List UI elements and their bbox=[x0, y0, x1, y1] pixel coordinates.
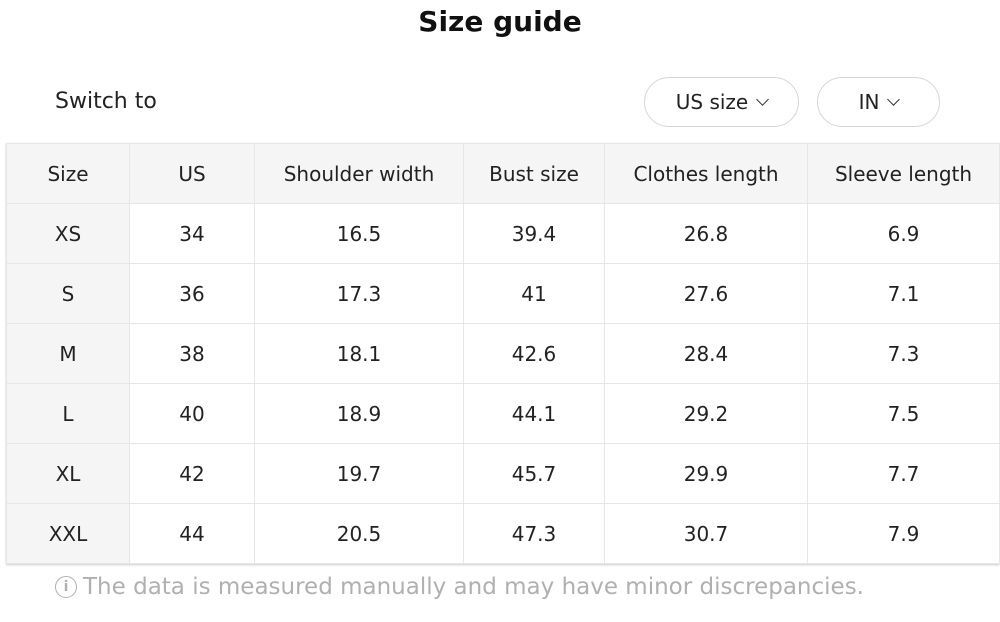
size-cell: L bbox=[6, 383, 130, 444]
unit-dropdown[interactable]: IN bbox=[817, 77, 940, 127]
info-icon: i bbox=[55, 576, 77, 598]
value-cell: 18.1 bbox=[254, 323, 464, 384]
value-cell: 7.7 bbox=[807, 443, 1000, 504]
chevron-down-icon bbox=[756, 93, 770, 106]
chevron-down-icon bbox=[887, 93, 901, 106]
value-cell: 38 bbox=[129, 323, 255, 384]
value-cell: 30.7 bbox=[604, 503, 808, 564]
page-title: Size guide bbox=[418, 5, 582, 38]
column-header: Clothes length bbox=[604, 143, 808, 204]
value-cell: 41 bbox=[463, 263, 605, 324]
table-row: XXL 44 20.5 47.3 30.7 7.9 bbox=[6, 503, 1000, 564]
table-row: XL 42 19.7 45.7 29.9 7.7 bbox=[6, 443, 1000, 504]
value-cell: 45.7 bbox=[463, 443, 605, 504]
value-cell: 44.1 bbox=[463, 383, 605, 444]
table-row: XS 34 16.5 39.4 26.8 6.9 bbox=[6, 203, 1000, 264]
disclaimer-text: The data is measured manually and may ha… bbox=[83, 574, 864, 600]
value-cell: 47.3 bbox=[463, 503, 605, 564]
value-cell: 36 bbox=[129, 263, 255, 324]
size-system-value: US size bbox=[675, 90, 749, 114]
table-header-row: Size US Shoulder width Bust size Clothes len… bbox=[6, 143, 1000, 204]
value-cell: 40 bbox=[129, 383, 255, 444]
table-row: S 36 17.3 41 27.6 7.1 bbox=[6, 263, 1000, 324]
value-cell: 7.9 bbox=[807, 503, 1000, 564]
table-row: L 40 18.9 44.1 29.2 7.5 bbox=[6, 383, 1000, 444]
value-cell: 42 bbox=[129, 443, 255, 504]
value-cell: 7.5 bbox=[807, 383, 1000, 444]
value-cell: 42.6 bbox=[463, 323, 605, 384]
disclaimer: i The data is measured manually and may … bbox=[55, 574, 864, 600]
value-cell: 29.2 bbox=[604, 383, 808, 444]
value-cell: 16.5 bbox=[254, 203, 464, 264]
column-header: Bust size bbox=[463, 143, 605, 204]
value-cell: 20.5 bbox=[254, 503, 464, 564]
value-cell: 29.9 bbox=[604, 443, 808, 504]
column-header: US bbox=[129, 143, 255, 204]
value-cell: 19.7 bbox=[254, 443, 464, 504]
size-cell: XXL bbox=[6, 503, 130, 564]
column-header: Size bbox=[6, 143, 130, 204]
value-cell: 44 bbox=[129, 503, 255, 564]
column-header: Sleeve length bbox=[807, 143, 1000, 204]
size-cell: S bbox=[6, 263, 130, 324]
value-cell: 7.3 bbox=[807, 323, 1000, 384]
size-cell: XL bbox=[6, 443, 130, 504]
value-cell: 27.6 bbox=[604, 263, 808, 324]
value-cell: 34 bbox=[129, 203, 255, 264]
value-cell: 6.9 bbox=[807, 203, 1000, 264]
value-cell: 39.4 bbox=[463, 203, 605, 264]
value-cell: 17.3 bbox=[254, 263, 464, 324]
value-cell: 26.8 bbox=[604, 203, 808, 264]
table-row: M 38 18.1 42.6 28.4 7.3 bbox=[6, 323, 1000, 384]
size-cell: M bbox=[6, 323, 130, 384]
column-header: Shoulder width bbox=[254, 143, 464, 204]
value-cell: 18.9 bbox=[254, 383, 464, 444]
size-system-dropdown[interactable]: US size bbox=[644, 77, 799, 127]
unit-value: IN bbox=[858, 90, 880, 114]
switch-label: Switch to bbox=[55, 89, 157, 114]
value-cell: 28.4 bbox=[604, 323, 808, 384]
value-cell: 7.1 bbox=[807, 263, 1000, 324]
size-cell: XS bbox=[6, 203, 130, 264]
size-table: Size US Shoulder width Bust size Clothes len… bbox=[6, 143, 1000, 564]
